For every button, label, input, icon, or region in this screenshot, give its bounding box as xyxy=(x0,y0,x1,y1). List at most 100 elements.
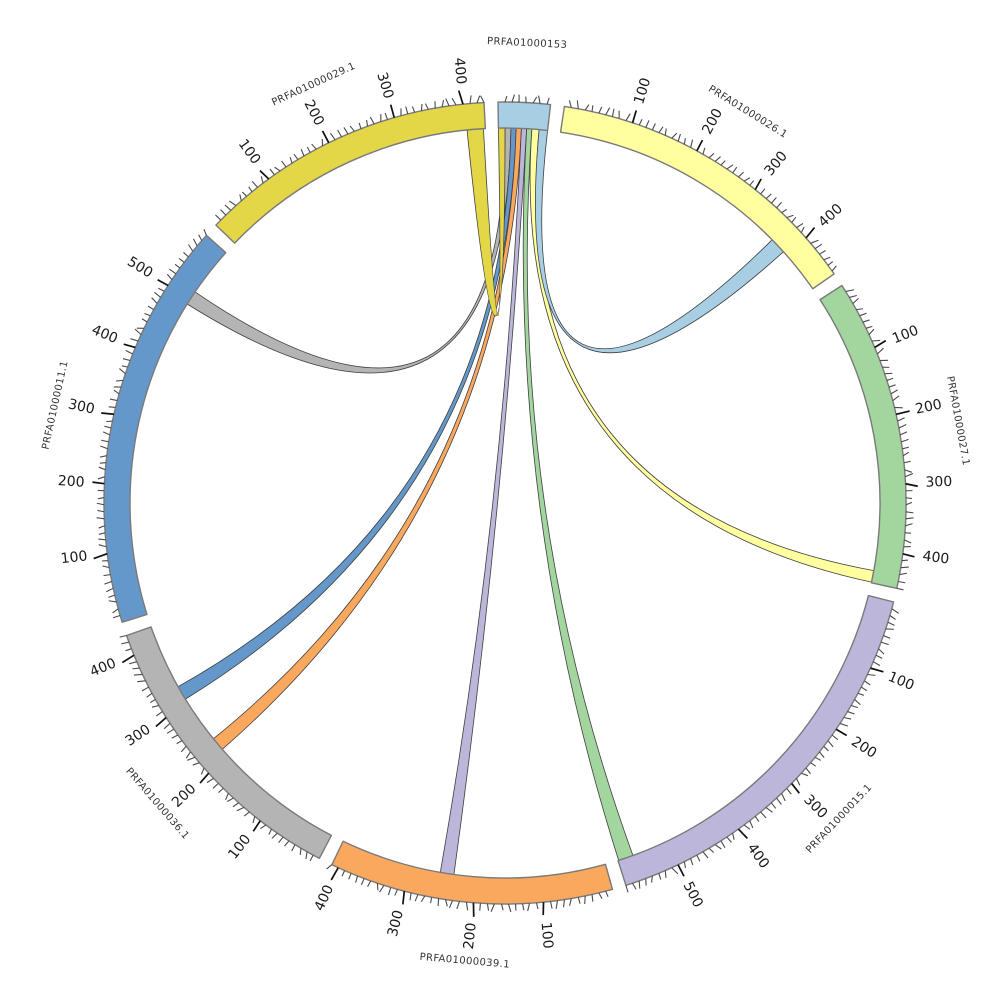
minor-tick xyxy=(690,858,694,866)
minor-tick xyxy=(188,244,194,252)
minor-tick xyxy=(796,222,804,229)
tick-label: 200 xyxy=(461,922,480,950)
major-tick xyxy=(157,278,169,287)
major-tick xyxy=(737,828,748,839)
minor-tick xyxy=(760,811,767,819)
minor-tick xyxy=(97,497,105,500)
major-tick xyxy=(754,178,762,191)
minor-tick xyxy=(337,129,342,138)
minor-tick xyxy=(823,256,831,261)
minor-tick xyxy=(486,903,490,911)
minor-tick xyxy=(781,793,786,802)
minor-tick xyxy=(568,100,572,108)
minor-tick xyxy=(883,635,891,639)
minor-tick xyxy=(549,901,553,909)
minor-tick xyxy=(611,108,615,117)
minor-tick xyxy=(888,384,896,388)
minor-tick xyxy=(97,476,106,480)
minor-tick xyxy=(800,226,805,234)
minor-tick xyxy=(108,406,116,408)
minor-tick xyxy=(284,840,290,847)
minor-tick xyxy=(896,587,904,591)
minor-tick xyxy=(141,686,150,692)
minor-tick xyxy=(738,171,745,178)
minor-tick xyxy=(149,698,156,704)
minor-tick xyxy=(839,722,849,727)
minor-tick xyxy=(899,572,908,576)
minor-tick xyxy=(664,870,667,878)
minor-tick xyxy=(420,103,423,111)
minor-tick xyxy=(225,793,229,800)
minor-tick xyxy=(795,778,801,786)
minor-tick xyxy=(726,836,732,843)
minor-tick xyxy=(801,772,809,777)
minor-tick xyxy=(349,125,355,132)
minor-tick xyxy=(905,497,912,500)
minor-tick xyxy=(103,573,111,577)
minor-tick xyxy=(507,903,512,913)
tick-label: 300 xyxy=(373,70,396,100)
minor-tick xyxy=(116,379,124,382)
minor-tick xyxy=(169,268,177,275)
sector-arc-PRFA01000036.1 xyxy=(125,626,333,860)
minor-tick xyxy=(732,832,735,840)
major-tick xyxy=(902,552,915,558)
major-tick xyxy=(905,482,918,488)
minor-tick xyxy=(198,234,203,241)
minor-tick xyxy=(770,197,777,204)
minor-tick xyxy=(664,128,667,136)
minor-tick xyxy=(598,892,603,900)
minor-tick xyxy=(102,565,110,569)
minor-tick xyxy=(791,216,797,223)
minor-tick xyxy=(108,594,115,598)
minor-tick xyxy=(355,875,359,883)
minor-tick xyxy=(749,820,754,829)
minor-tick xyxy=(146,692,153,698)
minor-tick xyxy=(445,899,448,907)
minor-tick xyxy=(128,661,137,665)
minor-tick xyxy=(98,466,106,471)
minor-tick xyxy=(770,802,777,809)
minor-tick xyxy=(341,870,346,877)
minor-tick xyxy=(880,641,889,646)
minor-tick xyxy=(451,97,457,106)
minor-tick xyxy=(904,469,913,473)
minor-tick xyxy=(183,251,189,258)
minor-tick xyxy=(125,648,132,652)
minor-tick xyxy=(121,641,130,645)
minor-tick xyxy=(121,365,128,368)
minor-tick xyxy=(671,867,679,875)
minor-tick xyxy=(527,903,531,912)
minor-tick xyxy=(203,229,207,236)
minor-tick xyxy=(865,325,873,329)
minor-tick xyxy=(872,661,881,667)
minor-tick xyxy=(827,740,834,748)
minor-tick xyxy=(875,654,883,659)
sector-arc-PRFA01000011.1 xyxy=(103,234,227,623)
minor-tick xyxy=(430,897,433,904)
minor-tick xyxy=(677,133,681,142)
minor-tick xyxy=(671,132,678,139)
minor-tick xyxy=(154,291,162,298)
minor-tick xyxy=(905,517,914,520)
minor-tick xyxy=(291,844,296,852)
minor-tick xyxy=(269,168,275,176)
tick-label: 100 xyxy=(537,921,555,949)
sector-arc-PRFA01000027.1 xyxy=(819,284,907,590)
minor-tick xyxy=(765,193,772,200)
major-tick xyxy=(330,867,339,881)
minor-tick xyxy=(760,188,766,195)
minor-tick xyxy=(854,699,861,706)
major-tick xyxy=(835,728,848,737)
minor-tick xyxy=(625,885,629,893)
sector-arc-PRFA01000029.1 xyxy=(215,101,487,244)
minor-tick xyxy=(348,873,352,880)
minor-tick xyxy=(469,95,472,104)
minor-tick xyxy=(786,214,794,219)
minor-tick xyxy=(814,756,822,761)
minor-tick xyxy=(887,621,895,626)
minor-tick xyxy=(856,308,864,311)
minor-tick xyxy=(904,539,912,544)
major-tick xyxy=(874,339,887,349)
minor-tick xyxy=(850,705,859,709)
